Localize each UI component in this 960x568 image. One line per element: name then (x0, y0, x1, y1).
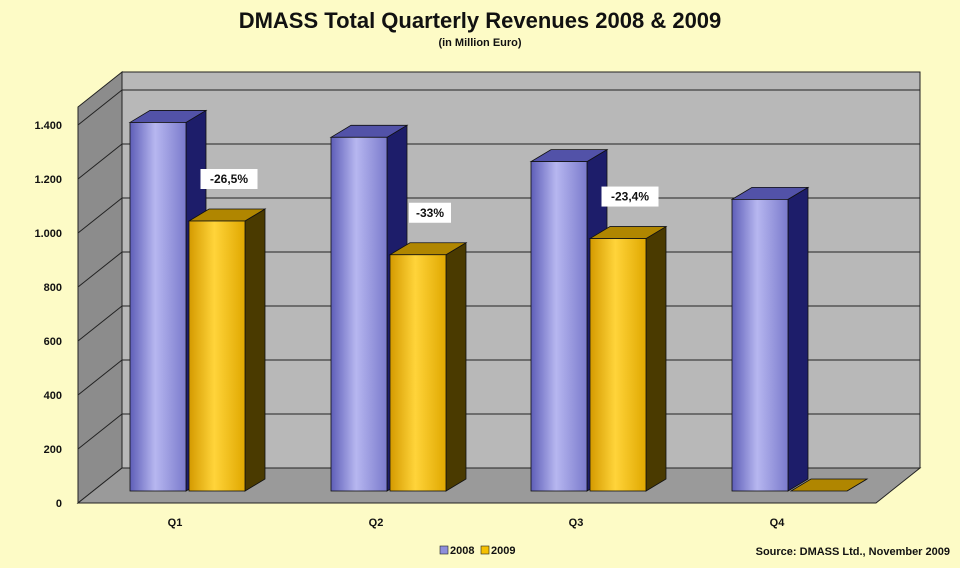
annotation-box (409, 202, 451, 223)
chart-subtitle: (in Million Euro) (438, 37, 521, 49)
bar-front (731, 198, 789, 492)
side-wall (77, 70, 123, 505)
annotations: -26,5% -33% -23,4% (200, 169, 659, 223)
annotation-Q1: -26,5% (200, 169, 258, 189)
category-labels: Q1 Q2 Q3 Q4 (168, 517, 786, 529)
source-note: Source: DMASS Ltd., November 2009 (756, 546, 950, 558)
side-gridline (77, 251, 123, 288)
y-axis-ticks: 0 200 400 600 800 1.000 1.200 1.400 (34, 120, 62, 510)
bar-front (188, 220, 246, 492)
y-tick-label: 1.400 (34, 120, 62, 132)
legend-swatch-2008 (439, 545, 449, 555)
annotation-text: -33% (416, 206, 444, 220)
annotation-box (601, 186, 659, 207)
bar-side (445, 242, 467, 492)
annotation-text: -23,4% (611, 190, 649, 204)
y-tick-label: 0 (56, 498, 62, 510)
bar-Q2-2009 (388, 242, 468, 492)
y-tick-label: 1.000 (34, 228, 62, 240)
bar-top (789, 478, 869, 492)
side-gridline (77, 359, 123, 396)
bar-Q1-2008 (128, 109, 208, 492)
bar-front (530, 161, 588, 492)
bar-front (389, 254, 447, 492)
side-gridline (77, 197, 123, 234)
bar-side (787, 186, 809, 492)
side-gridline (77, 143, 123, 180)
annotation-text: -26,5% (210, 172, 248, 186)
bar-Q4-2008 (730, 186, 810, 492)
bar-front (330, 136, 388, 492)
y-tick-label: 1.200 (34, 174, 62, 186)
category-label-Q4: Q4 (770, 517, 786, 529)
annotation-Q2: -33% (409, 202, 451, 223)
bar-front (589, 238, 647, 492)
side-gridline (77, 413, 123, 450)
side-gridline (77, 89, 123, 126)
bar-side (244, 208, 266, 492)
annotation-box (200, 169, 258, 189)
annotation-Q3: -23,4% (601, 186, 659, 207)
y-tick-label: 400 (44, 390, 62, 402)
bar-Q1-2009 (187, 208, 267, 492)
bars (128, 109, 869, 492)
legend: 2008 2009 (439, 545, 515, 557)
bar-Q4-2009 (789, 478, 869, 492)
y-tick-label: 200 (44, 444, 62, 456)
category-label-Q3: Q3 (569, 517, 584, 529)
side-gridline (77, 305, 123, 342)
legend-label-2009: 2009 (491, 545, 515, 557)
legend-swatch-2009 (480, 545, 490, 555)
legend-label-2008: 2008 (450, 545, 474, 557)
bar-side (645, 225, 667, 492)
category-label-Q1: Q1 (168, 517, 183, 529)
category-label-Q2: Q2 (369, 517, 384, 529)
chart-title: DMASS Total Quarterly Revenues 2008 & 20… (239, 8, 722, 33)
y-tick-label: 600 (44, 336, 62, 348)
bar-Q3-2009 (588, 225, 668, 492)
floor (76, 467, 922, 504)
bar-front (129, 122, 187, 492)
y-tick-label: 800 (44, 282, 62, 294)
